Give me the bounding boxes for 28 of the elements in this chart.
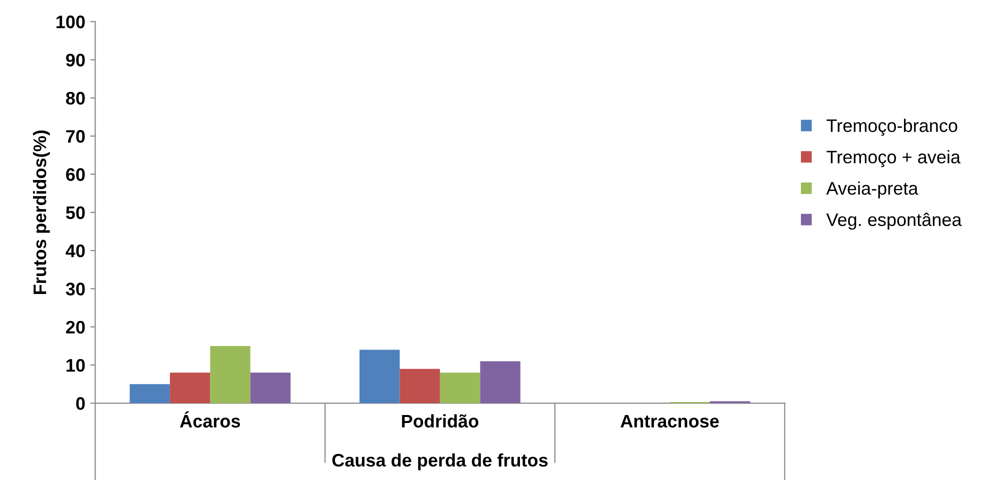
bar [400,368,440,404]
y-tick-label: 40 [66,244,85,258]
y-tick-label: 90 [66,54,85,66]
bar [170,372,210,404]
bar [440,372,480,404]
bar [250,372,291,404]
bar [210,346,250,404]
bar [480,361,520,404]
bar [130,384,170,404]
y-tick-label: 60 [66,168,85,181]
y-tick-label: 50 [66,206,85,220]
y-tick-label: 0 [76,397,85,410]
x-tick-label: Ácaros [180,411,240,428]
legend-label: Tremoço + aveia [826,150,960,168]
y-tick-label: 100 [56,16,85,28]
y-tick-label: 20 [66,320,85,334]
legend-label: Aveia-preta [826,182,918,198]
bar [360,350,400,404]
y-tick-label: 80 [66,92,85,105]
legend-label: Veg. espontânea [826,212,962,230]
y-axis-title: Frutos perdidos(%) [33,130,50,294]
x-tick-label: Antracnose [620,414,719,428]
x-tick-label: Podridão [402,414,478,428]
legend-label: Tremoço-branco [826,118,958,136]
y-tick-label: 10 [66,358,85,372]
y-tick-label: 30 [66,282,85,296]
x-axis-title: Causa de perda de frutos [332,453,548,470]
y-tick-label: 70 [66,130,85,143]
